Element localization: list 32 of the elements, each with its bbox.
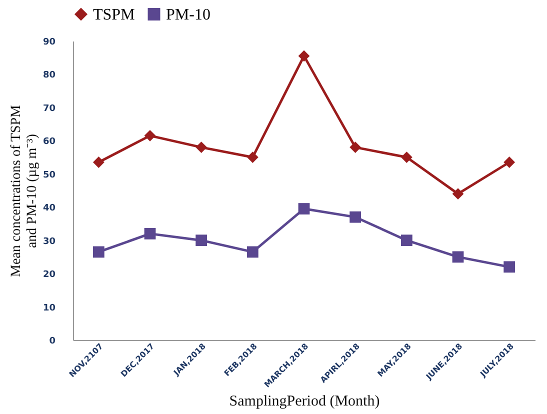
- y-tick-label: 50: [42, 170, 56, 180]
- point: [144, 130, 156, 142]
- y-axis-title: Mean concentrations of TSPM and PM-10 (µg m⁻³): [8, 104, 40, 277]
- point: [196, 142, 208, 154]
- y-tick-label: 30: [42, 236, 56, 247]
- point: [92, 156, 104, 168]
- point: [92, 246, 104, 258]
- point: [400, 152, 412, 163]
- point: [298, 50, 310, 62]
- y-tick-label: 70: [42, 104, 56, 114]
- x-axis-title: SamplingPeriod (Month): [229, 393, 380, 410]
- point: [246, 152, 258, 163]
- y-tick-label: 80: [42, 70, 56, 81]
- y-tick-label: 90: [42, 38, 56, 48]
- point: [400, 234, 412, 246]
- point: [504, 261, 516, 273]
- y-tick-label: 60: [42, 137, 56, 148]
- point: [298, 203, 310, 214]
- y-tick-label: 0: [49, 336, 56, 346]
- point: [350, 142, 362, 154]
- point: [196, 234, 208, 246]
- point: [452, 251, 464, 263]
- y-tick-label: 10: [42, 303, 56, 314]
- point: [452, 188, 464, 200]
- point: [246, 246, 258, 258]
- point: [504, 156, 516, 168]
- legend-label: PM-10: [166, 6, 210, 24]
- y-tick-label: 20: [42, 270, 56, 280]
- point: [144, 228, 156, 240]
- legend-label: TSPM: [93, 6, 135, 24]
- point: [350, 211, 362, 223]
- y-tick-label: 40: [42, 204, 56, 214]
